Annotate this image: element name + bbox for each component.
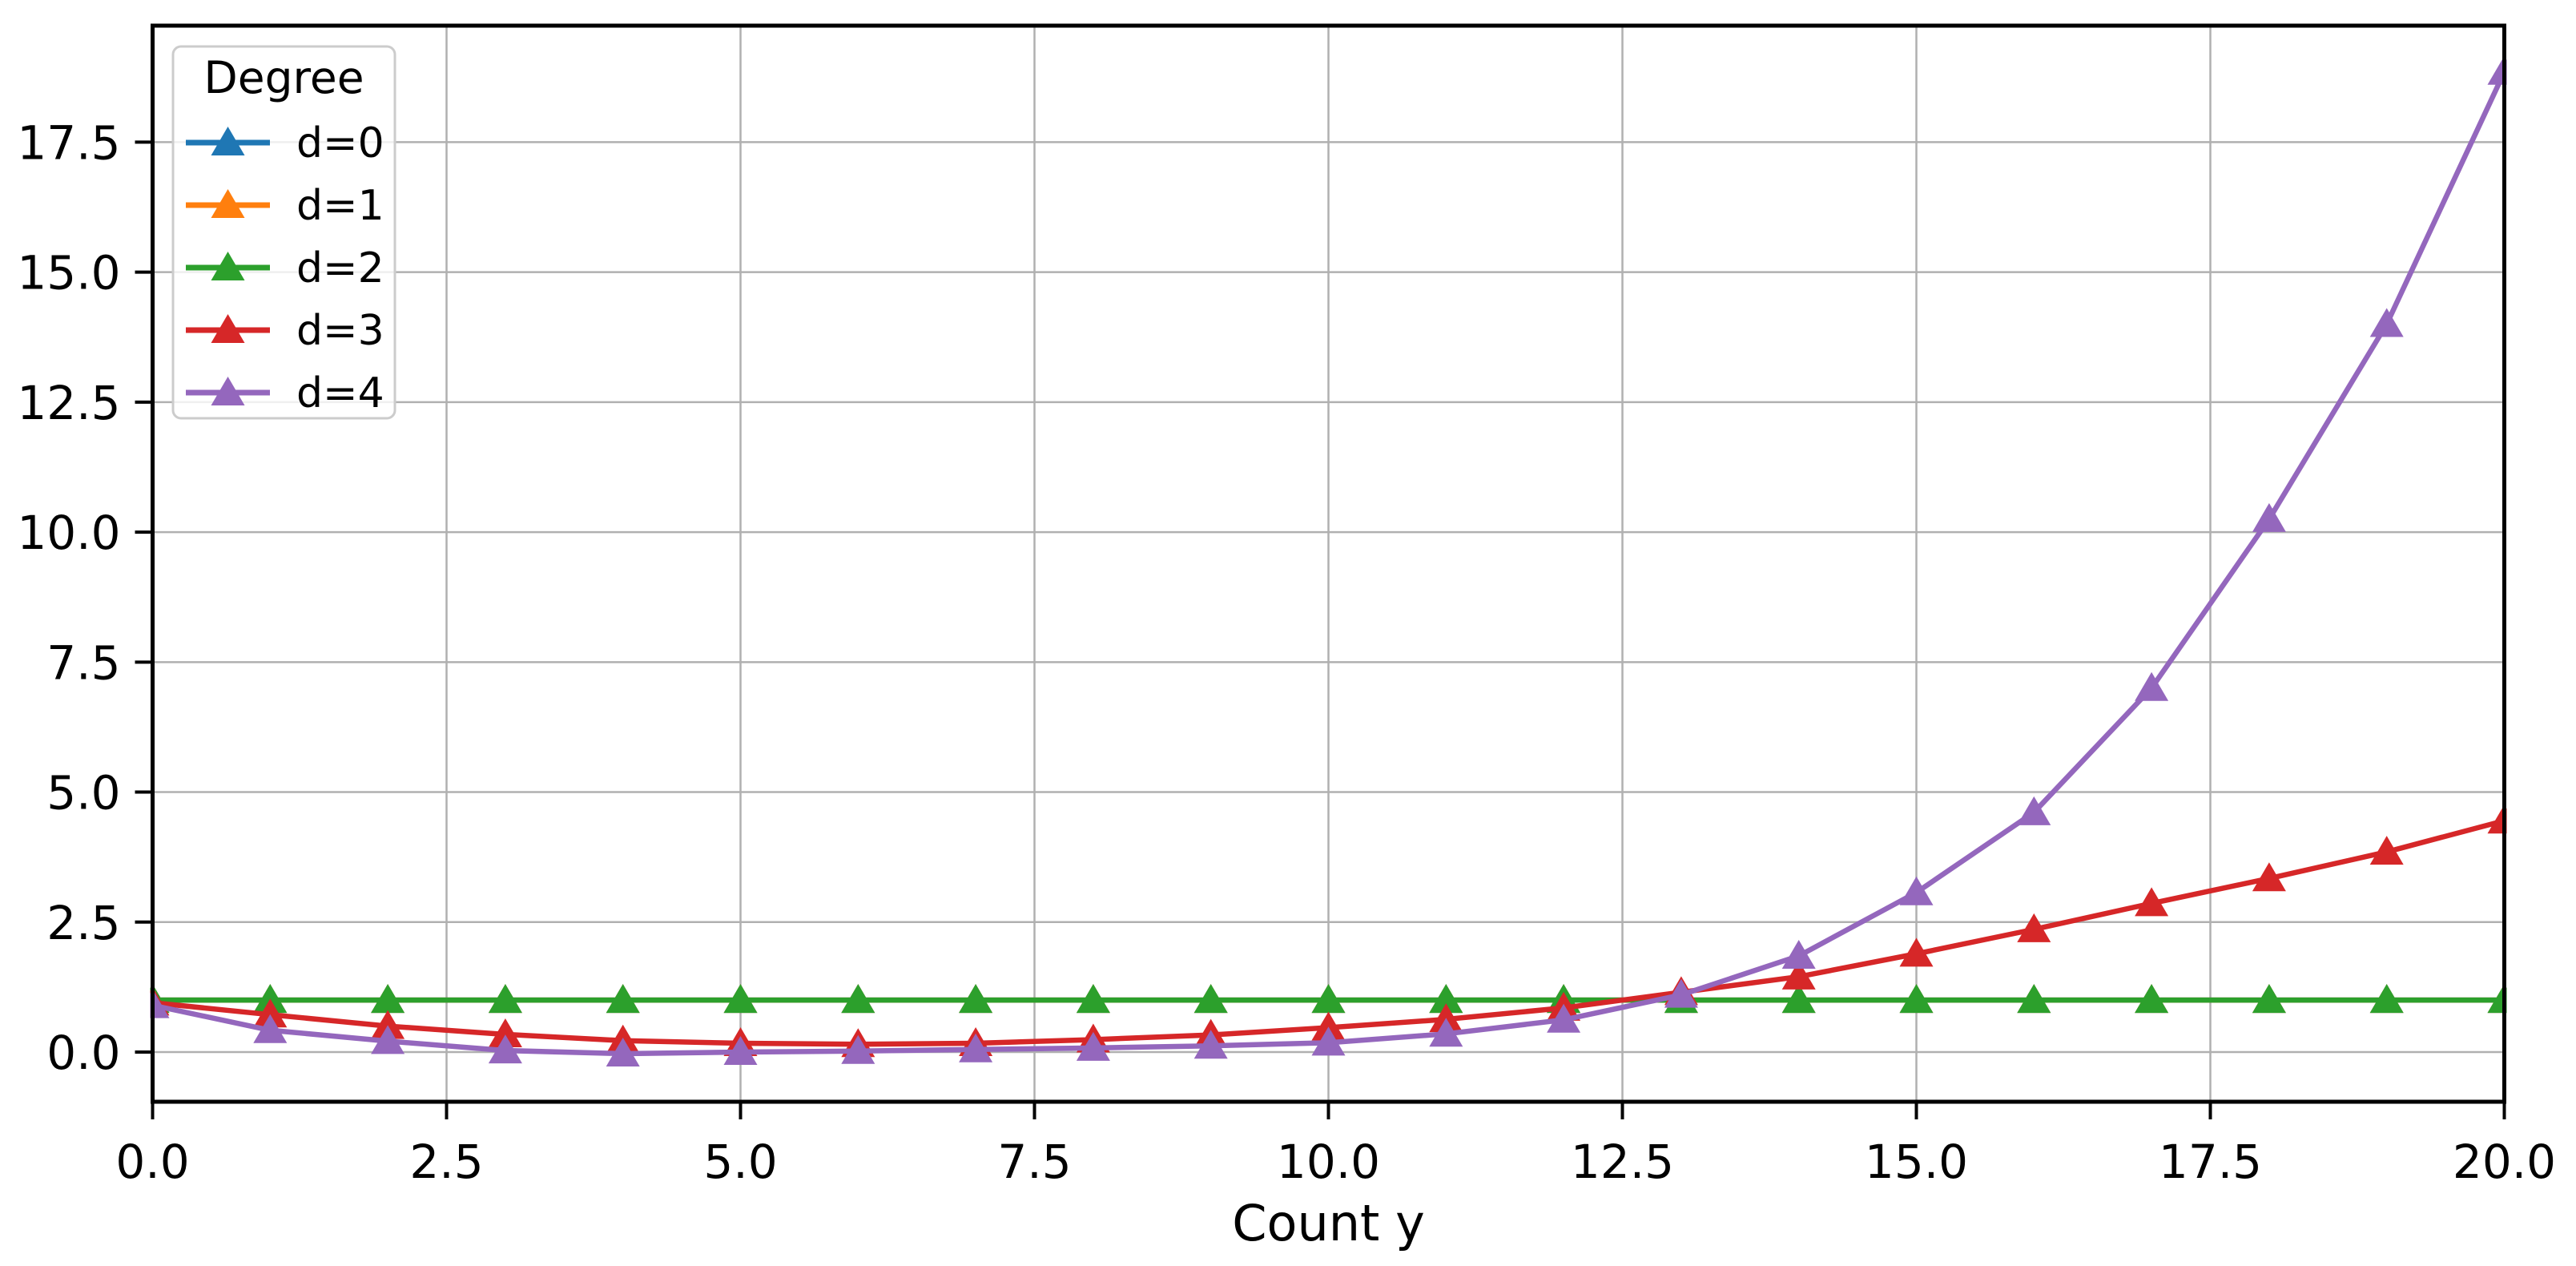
y-tick-label: 17.5 <box>17 115 120 170</box>
triangle-marker <box>723 1036 758 1066</box>
triangle-marker <box>1311 1026 1346 1056</box>
x-tick-label: 15.0 <box>1865 1135 1968 1189</box>
triangle-marker <box>371 1010 405 1039</box>
triangle-marker <box>1193 984 1228 1014</box>
triangle-marker <box>1076 984 1110 1014</box>
y-tick-label: 15.0 <box>17 246 120 300</box>
x-tick-label: 20.0 <box>2453 1135 2556 1189</box>
legend-entry: d=3 <box>186 307 384 355</box>
y-tick-label: 7.5 <box>46 635 120 690</box>
y-tick-label: 12.5 <box>17 376 120 430</box>
legend-triangle-marker <box>211 189 245 218</box>
triangle-marker <box>1429 1003 1463 1033</box>
triangle-marker <box>1311 1011 1346 1041</box>
triangle-marker <box>1429 984 1463 1014</box>
x-tick-label: 2.5 <box>409 1135 483 1189</box>
legend-entry-label: d=3 <box>296 307 384 355</box>
series-lines <box>150 55 2507 1066</box>
triangle-marker <box>841 984 875 1014</box>
triangle-marker <box>2487 984 2507 1014</box>
triangle-marker <box>2487 804 2507 834</box>
triangle-marker <box>2369 308 2404 337</box>
legend-triangle-marker <box>211 252 245 280</box>
legend-entry-label: d=2 <box>296 244 384 292</box>
triangle-marker <box>2252 502 2286 532</box>
y-tick-label: 10.0 <box>17 506 120 560</box>
triangle-marker <box>1781 939 1816 969</box>
legend-entry: d=4 <box>186 369 384 417</box>
legend: Degree d=0 d=1 d=2 d=3 d=4 <box>171 45 396 420</box>
legend-entry: d=2 <box>186 244 384 292</box>
triangle-marker <box>371 1025 405 1054</box>
triangle-marker <box>1781 984 1816 1014</box>
triangle-marker <box>2017 796 2051 825</box>
x-tick-label: 10.0 <box>1277 1135 1380 1189</box>
triangle-marker <box>488 1034 522 1064</box>
triangle-marker <box>2487 55 2507 85</box>
triangle-marker <box>371 984 405 1014</box>
triangle-marker <box>841 1034 875 1064</box>
triangle-marker <box>1899 984 1934 1014</box>
triangle-marker <box>1781 960 1816 990</box>
triangle-marker <box>2135 984 2169 1014</box>
triangle-marker <box>723 984 758 1014</box>
triangle-marker <box>2252 984 2286 1014</box>
triangle-marker <box>2017 913 2051 942</box>
x-tick-label: 12.5 <box>1571 1135 1674 1189</box>
triangle-marker <box>2135 671 2169 701</box>
triangle-marker <box>1899 937 1934 967</box>
legend-entry: d=0 <box>186 119 384 167</box>
legend-title: Degree <box>203 52 364 103</box>
triangle-marker <box>959 984 993 1014</box>
triangle-marker <box>1076 1031 1110 1061</box>
triangle-marker <box>1311 984 1346 1014</box>
triangle-marker <box>488 984 522 1014</box>
triangle-marker <box>488 1018 522 1047</box>
x-tick-label: 5.0 <box>703 1135 777 1189</box>
x-axis-label: Count y <box>1232 1194 1425 1252</box>
triangle-marker <box>253 998 288 1028</box>
y-tick-label: 2.5 <box>46 896 120 950</box>
legend-triangle-marker <box>211 127 245 155</box>
x-tick-label: 7.5 <box>997 1135 1071 1189</box>
triangle-marker <box>2017 984 2051 1014</box>
x-tick-label: 0.0 <box>115 1135 189 1189</box>
series-d2 <box>150 984 2507 1014</box>
legend-triangle-marker <box>211 377 245 405</box>
x-tick-label: 17.5 <box>2159 1135 2262 1189</box>
triangle-marker <box>1664 978 1698 1008</box>
triangle-marker <box>2369 836 2404 865</box>
axes: 0.0 2.5 5.0 7.5 10.0 12.5 15.0 17.5 20.0 0.0 2.5 5.… <box>17 23 2556 1189</box>
series-d4 <box>150 55 2507 1066</box>
legend-entry-label: d=0 <box>296 119 384 167</box>
triangle-marker <box>2369 984 2404 1014</box>
y-tick-label: 0.0 <box>46 1026 120 1080</box>
triangle-marker <box>1547 1003 1581 1033</box>
legend-entry-label: d=1 <box>296 182 384 230</box>
legend-entry-label: d=4 <box>296 369 384 417</box>
y-tick-label: 5.0 <box>46 766 120 820</box>
triangle-marker <box>1193 1030 1228 1059</box>
triangle-marker <box>150 989 170 1018</box>
triangle-marker <box>2252 862 2286 892</box>
legend-entry: d=1 <box>186 182 384 230</box>
triangle-marker <box>2135 887 2169 917</box>
triangle-marker <box>1899 876 1934 905</box>
legend-triangle-marker <box>211 314 245 343</box>
triangle-marker <box>253 1014 288 1043</box>
triangle-marker <box>1429 1018 1463 1047</box>
grid <box>151 26 2506 1102</box>
triangle-marker <box>959 1033 993 1062</box>
triangle-marker <box>606 984 640 1014</box>
triangle-marker <box>606 1037 640 1066</box>
triangle-marker <box>253 984 288 1014</box>
